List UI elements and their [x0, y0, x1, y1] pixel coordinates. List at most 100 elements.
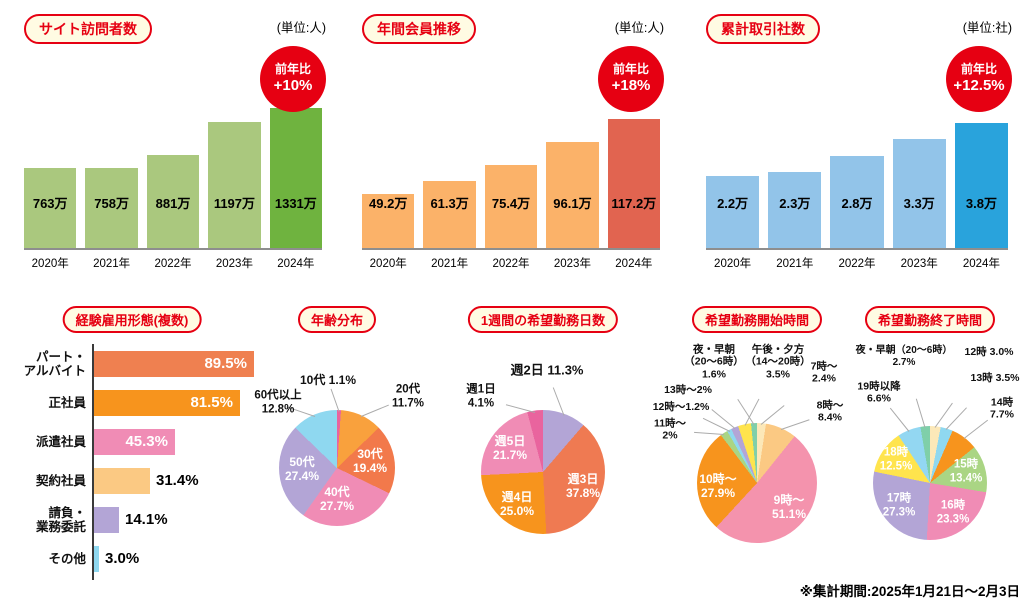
bar-value-label: 881万	[155, 196, 191, 211]
slice-percent: 21.7%	[492, 448, 528, 462]
slice-name: 14時	[990, 396, 1014, 409]
slice-name: 11時〜	[653, 417, 687, 430]
slice-percent: 6.6%	[867, 393, 891, 405]
bar-2021年: 2.3万	[768, 172, 822, 248]
bar-value-label: 31.4%	[156, 471, 199, 489]
yoy-value: +10%	[273, 77, 313, 95]
slice-subname: （20〜6時）	[684, 355, 744, 368]
slice-percent: 23.3%	[936, 513, 970, 525]
yoy-badge: 前年比 +12.5%	[946, 46, 1012, 112]
bar-value-label: 1331万	[274, 196, 317, 211]
x-axis-tick-label: 2022年	[838, 258, 876, 270]
slice-percent: 19.4%	[352, 461, 388, 475]
bar-2022年: 881万	[146, 155, 200, 248]
bar-track: 89.5%	[92, 350, 314, 377]
yoy-label: 前年比	[274, 62, 311, 77]
chart-panel-age-distribution: 年齢分布 10代 1.1% 20代 11.7% 30代 19.4% 40代 27.7% 50代…	[248, 300, 428, 600]
pie-start_time	[697, 423, 817, 543]
yoy-label: 前年比	[612, 62, 649, 77]
chart-panel-site-visitors: サイト訪問者数 (単位:人) 前年比 +10% 763万 758万 881万 1197…	[14, 8, 332, 276]
x-axis-tick-label: 2020年	[31, 258, 69, 270]
slice-label-7: 19時以降 6.6%	[857, 381, 900, 406]
slice-label-5: 12時〜1.2%	[652, 400, 710, 413]
x-axis-tick-label: 2024年	[615, 258, 653, 270]
pie-end_time	[873, 426, 987, 540]
aggregation-period-note: ※集計期間:2025年1月21日〜2月3日	[799, 584, 1020, 599]
x-axis: 2020年 2021年 2022年 2023年 2024年	[362, 255, 660, 271]
slice-name: 10時〜	[699, 471, 737, 486]
x-axis-tick-label: 2020年	[714, 258, 752, 270]
slice-percent: 27.7%	[319, 499, 355, 513]
slice-name: 16時	[940, 499, 966, 512]
bar-2024年: 117.2万	[607, 119, 661, 248]
chart-panel-client-companies: 累計取引社数 (単位:社) 前年比 +12.5% 2.2万 2.3万 2.8万 3.3…	[696, 8, 1018, 276]
slice-name: 夜・早朝（20〜6時）	[855, 345, 953, 357]
category-label: パート・ アルバイト	[23, 349, 86, 378]
bar-value-label: 3.0%	[105, 549, 140, 567]
leader-line	[711, 409, 736, 430]
yoy-badge: 前年比 +10%	[260, 46, 326, 112]
slice-name: 週3日	[567, 471, 599, 486]
employment-row: その他 3.0%	[14, 539, 314, 578]
leader-line	[963, 420, 988, 440]
bar-value-label: 14.1%	[125, 510, 168, 528]
employment-row: 派遣社員 45.3%	[14, 422, 314, 461]
unit-label: (単位:人)	[276, 21, 326, 35]
slice-percent: 51.1%	[771, 507, 807, 521]
slice-label-8: 夜・早朝（20〜6時） 2.7%	[856, 345, 953, 369]
chart-panel-annual-members: 年間会員推移 (単位:人) 前年比 +18% 49.2万 61.3万 75.4万 96…	[352, 8, 670, 276]
x-axis: 2020年 2021年 2022年 2023年 2024年	[24, 255, 322, 271]
bar-2022年: 2.8万	[830, 156, 884, 248]
slice-label-7: 午後・夕方 （14〜20時） 3.5%	[745, 343, 810, 380]
chart-title-pill: 年齢分布	[297, 306, 377, 333]
bar-value-label: 45.3%	[125, 432, 168, 450]
category-label: 請負・ 業務委託	[35, 505, 86, 534]
slice-label-8: 夜・早朝 （20〜6時） 1.6%	[684, 343, 744, 380]
employment-row: パート・ アルバイト 89.5%	[14, 344, 314, 383]
x-axis-tick-label: 2024年	[277, 258, 315, 270]
leader-line	[761, 405, 785, 426]
leader-line	[506, 403, 536, 413]
bar-0: 89.5%	[94, 350, 254, 377]
slice-percent: 2%	[662, 430, 678, 442]
slice-name: 50代	[289, 454, 315, 469]
slice-label-5: 60代以上 12.8%	[254, 389, 301, 416]
chart-title-pill: 1週間の希望勤務日数	[467, 306, 619, 333]
x-axis-tick-label: 2020年	[369, 258, 407, 270]
slice-name: 9時〜	[773, 492, 805, 507]
bar-1: 81.5%	[94, 389, 240, 416]
slice-percent: 27.9%	[700, 486, 736, 500]
category-label: その他	[48, 551, 86, 566]
slice-label-5: 17時 27.3%	[883, 492, 916, 519]
slice-percent: 27.4%	[284, 469, 320, 483]
slice-percent: 25.0%	[499, 504, 535, 518]
bar-value-label: 2.3万	[779, 196, 811, 211]
leader-line	[890, 407, 910, 432]
bar-track: 14.1%	[92, 506, 314, 533]
bar-2020年: 763万	[24, 168, 77, 248]
chart-panel-desired-workdays: 1週間の希望勤務日数 週2日 11.3% 週3日 37.8% 週4日 25.0% 週5日 2…	[437, 300, 651, 600]
chart-panel-desired-start-time: 希望勤務開始時間 7時〜 2.4% 8時〜 8.4% 9時〜 51.1% 10時〜 27.9%…	[650, 300, 865, 604]
leader-line	[946, 407, 968, 431]
slice-name: 19時以降	[857, 380, 901, 393]
yoy-badge: 前年比 +18%	[598, 46, 664, 112]
slice-label-4: 50代 27.4%	[285, 455, 319, 483]
yoy-label: 前年比	[960, 62, 997, 77]
slice-name: 30代	[357, 446, 383, 461]
leader-line	[780, 419, 810, 430]
chart-panel-employment-types: 経験雇用形態(複数) パート・ アルバイト 89.5% 正社員 81.5% 派遣社員 45…	[14, 300, 314, 600]
x-axis-tick-label: 2021年	[431, 258, 469, 270]
slice-label-0: 週2日 11.3%	[510, 362, 584, 378]
bar-2024年: 1331万	[269, 108, 323, 248]
slice-label-3: 15時 13.4%	[950, 458, 983, 485]
bar-value-label: 2.8万	[841, 196, 873, 211]
slice-subname: （14〜20時）	[745, 355, 811, 368]
category-label: 正社員	[48, 395, 86, 410]
slice-percent: 37.8%	[565, 486, 601, 500]
slice-percent: 11.7%	[392, 397, 424, 409]
bar-2023年: 3.3万	[892, 139, 946, 248]
bar-2022年: 75.4万	[484, 165, 538, 248]
chart-title-pill: 希望勤務終了時間	[864, 306, 996, 333]
slice-name: 20代	[395, 383, 421, 396]
leader-line	[694, 431, 725, 435]
